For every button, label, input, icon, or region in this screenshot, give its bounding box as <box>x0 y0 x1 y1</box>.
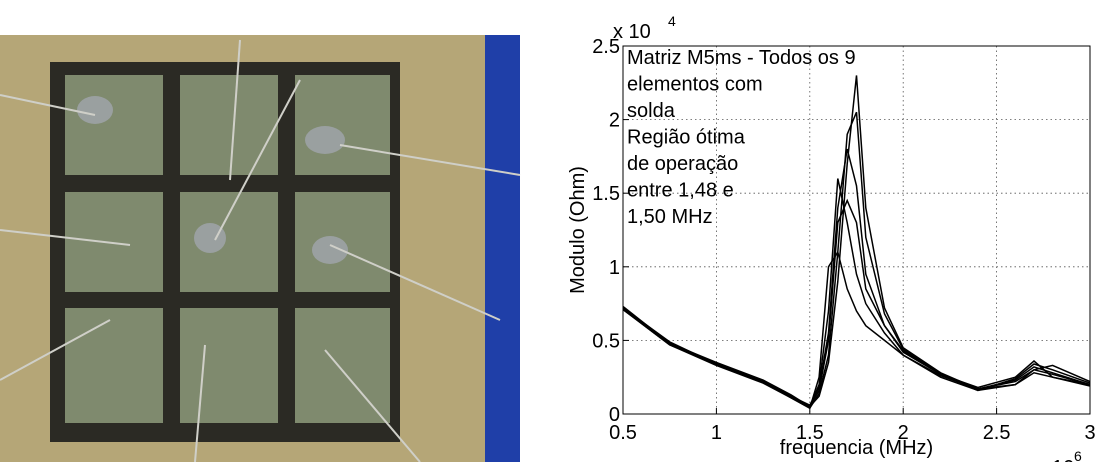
x-tick-label: 2.5 <box>983 422 1011 444</box>
y-axis-label: Modulo (Ohm) <box>567 166 589 294</box>
annotation: elementos com <box>627 74 763 96</box>
annotation: de operação <box>627 153 738 175</box>
x-axis-label: frequencia (MHz) <box>780 437 933 459</box>
x-tick-label: 1 <box>711 422 722 444</box>
photo <box>0 35 521 462</box>
series-line <box>622 178 1091 408</box>
y-tick-label: 0.5 <box>592 330 620 352</box>
annotation: Matriz M5ms - Todos os 9 <box>627 47 856 69</box>
annotation: 1,50 MHz <box>627 206 713 228</box>
x-multiplier-exp: 6 <box>1074 448 1082 462</box>
series-line <box>622 198 1091 408</box>
y-multiplier-exp: 4 <box>668 13 676 29</box>
annotation: Região ótima <box>627 127 746 149</box>
plot-area <box>623 46 1090 414</box>
x-tick-label: 2 <box>898 422 909 444</box>
x-tick-label: 0.5 <box>609 422 637 444</box>
series-line <box>622 111 1091 410</box>
y-tick-label: 1.5 <box>592 183 620 205</box>
y-tick-label: 0 <box>609 404 620 426</box>
y-tick-label: 1 <box>609 257 620 279</box>
y-multiplier: x 10 <box>613 21 651 43</box>
plot-frame <box>622 45 1091 415</box>
x-multiplier: 10 <box>1052 457 1074 462</box>
x-tick-label: 3 <box>1084 422 1095 444</box>
y-tick-label: 2.5 <box>592 36 620 58</box>
y-tick-label: 2 <box>609 110 620 132</box>
x-tick-label: 1.5 <box>796 422 824 444</box>
annotation: entre 1,48 e <box>627 180 734 202</box>
annotation: solda <box>627 100 676 122</box>
